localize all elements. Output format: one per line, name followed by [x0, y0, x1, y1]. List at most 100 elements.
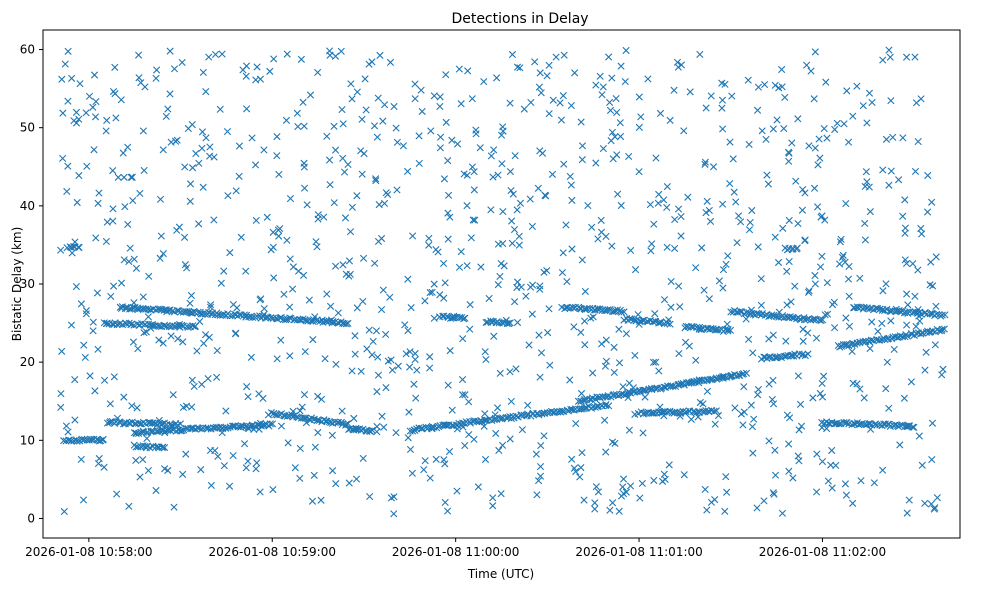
data-point: [244, 457, 252, 465]
data-point: [64, 97, 72, 105]
data-point: [61, 60, 69, 68]
data-point: [578, 256, 586, 264]
data-point: [347, 80, 355, 88]
data-point: [497, 131, 506, 139]
data-point: [133, 404, 141, 412]
data-point: [911, 292, 919, 300]
data-point: [719, 125, 727, 133]
data-point: [338, 407, 346, 415]
data-point: [794, 219, 802, 228]
data-point: [868, 318, 876, 326]
data-point: [482, 416, 490, 424]
data-point: [502, 316, 510, 324]
data-point: [291, 464, 299, 472]
data-point: [775, 308, 783, 316]
y-axis: 0 10 20 30 40 50 60: [20, 43, 43, 525]
data-point: [72, 119, 81, 127]
data-point: [771, 471, 780, 479]
data-point: [300, 391, 309, 399]
data-point: [106, 418, 115, 426]
data-point: [610, 391, 618, 399]
data-point: [263, 213, 271, 221]
data-point: [441, 460, 449, 468]
data-point: [463, 202, 471, 210]
data-point: [106, 400, 114, 408]
data-point: [608, 74, 616, 82]
data-point: [754, 243, 762, 251]
data-point: [432, 246, 440, 254]
data-point: [453, 487, 461, 495]
data-point: [155, 416, 163, 425]
data-point: [178, 58, 186, 66]
data-point: [382, 384, 390, 392]
data-point: [63, 187, 71, 196]
data-point: [368, 58, 376, 66]
data-point: [326, 181, 334, 189]
data-point: [868, 98, 876, 107]
data-point: [496, 369, 504, 377]
data-point: [703, 197, 711, 205]
data-point: [229, 451, 237, 460]
data-point: [799, 337, 807, 345]
data-point: [252, 465, 260, 473]
data-point: [719, 284, 727, 292]
data-point: [701, 158, 710, 166]
data-point: [91, 113, 100, 121]
data-point: [719, 374, 727, 382]
data-point: [798, 206, 807, 214]
data-point: [444, 157, 452, 165]
data-point: [602, 448, 610, 456]
data-point: [707, 324, 715, 332]
data-point: [701, 160, 709, 168]
y-tick-label: 60: [20, 43, 35, 57]
data-point: [436, 144, 444, 152]
data-point: [536, 282, 544, 290]
data-point: [426, 474, 434, 482]
data-point: [841, 258, 849, 266]
data-point: [97, 437, 105, 445]
data-point: [671, 215, 679, 224]
data-point: [811, 271, 819, 280]
data-point: [692, 356, 700, 364]
data-point: [218, 50, 226, 58]
data-point: [183, 264, 191, 272]
data-point: [568, 196, 576, 204]
data-point: [866, 425, 875, 433]
data-point: [702, 104, 710, 112]
data-point: [598, 340, 606, 348]
data-point: [538, 149, 547, 157]
data-point: [940, 325, 948, 333]
data-point: [562, 221, 570, 229]
data-point: [444, 191, 453, 199]
data-point: [142, 328, 150, 336]
data-point: [251, 161, 260, 169]
data-point: [68, 249, 76, 257]
data-point: [699, 400, 707, 408]
data-point: [635, 93, 643, 101]
data-point: [621, 77, 629, 86]
data-point: [179, 470, 187, 478]
data-point: [353, 192, 361, 200]
data-point: [327, 316, 336, 324]
data-point: [536, 373, 544, 381]
data-point: [93, 289, 102, 297]
data-point: [130, 255, 138, 263]
data-point: [413, 366, 421, 374]
data-point: [338, 105, 346, 114]
data-point: [141, 83, 149, 91]
data-point: [482, 318, 490, 327]
data-point: [645, 385, 653, 393]
data-point: [694, 413, 702, 421]
data-point: [619, 483, 627, 491]
data-point: [193, 347, 201, 355]
data-point: [828, 484, 836, 492]
data-point: [373, 422, 381, 431]
data-point: [820, 372, 828, 380]
data-point: [71, 238, 79, 246]
data-point: [75, 171, 83, 180]
data-point: [331, 262, 340, 270]
data-point: [361, 75, 369, 83]
data-point: [492, 429, 500, 438]
data-point: [507, 186, 515, 195]
data-point: [240, 440, 249, 448]
